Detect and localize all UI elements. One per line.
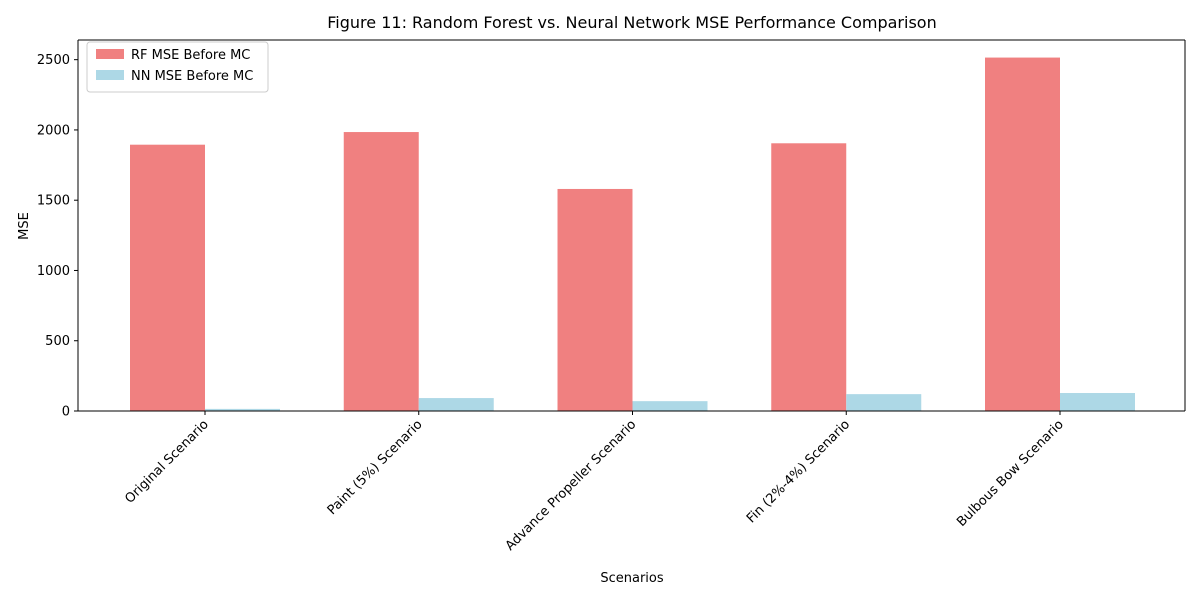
legend-swatch-0	[96, 49, 124, 59]
y-tick-label: 0	[62, 405, 70, 420]
chart-title: Figure 11: Random Forest vs. Neural Netw…	[327, 13, 936, 32]
x-tick-label: Paint (5%) Scenario	[325, 417, 426, 518]
bar-nn-1	[418, 398, 494, 411]
x-tick-label: Bulbous Bow Scenario	[954, 417, 1067, 530]
y-axis-label: MSE	[17, 212, 32, 240]
bar-rf-1	[343, 132, 419, 411]
y-tick-label: 500	[45, 334, 70, 349]
y-tick-label: 2500	[37, 53, 70, 68]
bar-rf-2	[557, 188, 633, 411]
x-tick-label: Original Scenario	[122, 417, 211, 506]
plot-area: 0 500 1000 1500 2000 2500 Original Scenario Pai…	[37, 39, 1186, 554]
y-tick-label: 1500	[37, 194, 70, 209]
bar-rf-4	[985, 57, 1060, 412]
bar-nn-2	[632, 401, 708, 411]
bar-nn-0	[205, 408, 280, 411]
legend: RF MSE Before MC NN MSE Before MC	[86, 41, 269, 93]
bar-rf-3	[771, 143, 847, 411]
x-tick-label: Fin (2%-4%) Scenario	[744, 417, 853, 526]
y-tick-label: 2000	[37, 123, 70, 138]
legend-swatch-1	[96, 70, 124, 80]
x-axis-label: Scenarios	[600, 571, 664, 586]
bar-nn-3	[846, 394, 922, 411]
bar-rf-0	[130, 144, 205, 411]
bar-nn-4	[1060, 393, 1135, 411]
x-tick-label: Advance Propeller Scenario	[503, 417, 640, 554]
legend-box	[86, 41, 269, 93]
y-tick-label: 1000	[37, 264, 70, 279]
legend-label-0: RF MSE Before MC	[131, 48, 250, 63]
legend-label-1: NN MSE Before MC	[131, 69, 253, 84]
